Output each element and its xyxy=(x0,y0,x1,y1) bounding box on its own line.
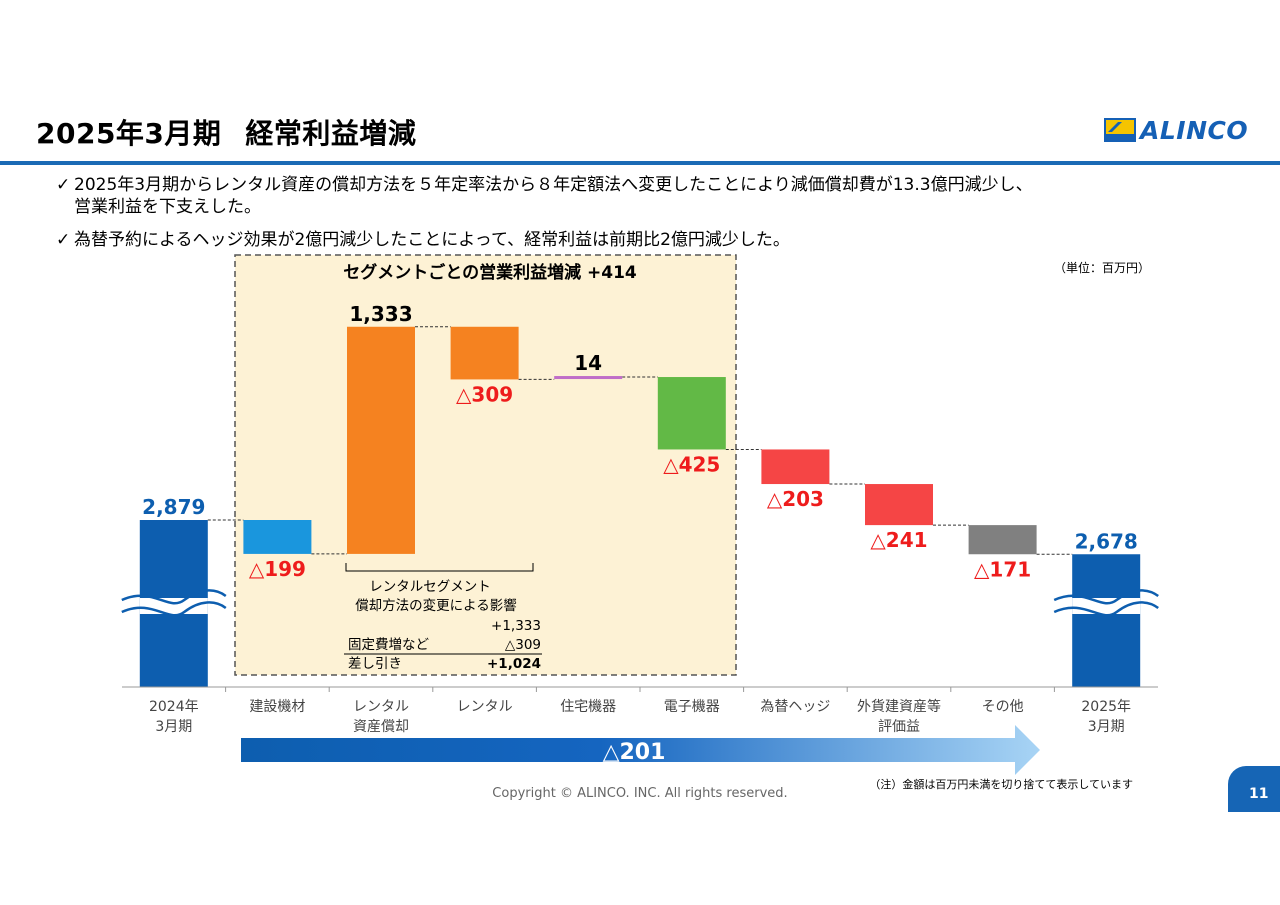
bar-9 xyxy=(1072,554,1141,687)
bar-6 xyxy=(761,449,830,485)
category-label-9: 3月期 xyxy=(1088,719,1125,735)
bar-2 xyxy=(347,326,415,554)
bar-8 xyxy=(968,525,1037,555)
connectors xyxy=(207,326,1073,555)
category-label-9: 2025年 xyxy=(1081,699,1131,715)
bar-4 xyxy=(554,376,623,380)
axis-breaks xyxy=(121,589,1159,617)
rental-note-row2-value: +1,024 xyxy=(487,656,541,672)
category-label-0: 3月期 xyxy=(155,719,192,735)
category-label-1: 建設機材 xyxy=(249,699,305,715)
unit-note: （単位：百万円） xyxy=(1054,260,1150,275)
rental-note-row1-value: △309 xyxy=(505,637,541,653)
category-label-3: レンタル xyxy=(457,699,513,715)
axis-break-gap-9 xyxy=(1072,598,1141,614)
axis-break-line-bottom-9 xyxy=(1053,601,1159,617)
page-number-badge: 11 xyxy=(1228,766,1280,812)
rental-note-row2-label: 差し引き xyxy=(348,656,402,672)
company-logo: ALINCO xyxy=(1104,115,1249,145)
bar-7 xyxy=(865,484,933,526)
title-subject: 経常利益増減 xyxy=(245,117,417,150)
value-label-4: 14 xyxy=(574,351,602,375)
bullet-1-text: 2025年3月期からレンタル資産の償却方法を５年定率法から８年定額法へ変更したこ… xyxy=(74,175,1033,195)
bullet-1: ✓ 2025年3月期からレンタル資産の償却方法を５年定率法から８年定額法へ変更した… xyxy=(56,175,1033,196)
header-rule xyxy=(0,161,1280,165)
x-axis-ticks xyxy=(225,687,1055,692)
bar-3 xyxy=(450,326,519,380)
axis-break-line-top-0 xyxy=(121,589,227,605)
value-label-0: 2,879 xyxy=(142,495,205,519)
rental-note-line2: 償却方法の変更による影響 xyxy=(355,597,517,614)
category-label-2: レンタル xyxy=(353,699,409,715)
bar-1 xyxy=(243,520,312,554)
value-label-2: 1,333 xyxy=(349,302,412,326)
axis-break-line-top-9 xyxy=(1053,589,1159,605)
rental-note-row1-label: 固定費増など xyxy=(348,637,429,653)
total-change-arrow: △201 xyxy=(241,725,1040,775)
value-label-1: △199 xyxy=(249,557,306,581)
total-change-label: △201 xyxy=(603,740,666,765)
page-title: 2025年3月期 経常利益増減 xyxy=(36,112,416,152)
axis-break-gap-0 xyxy=(139,598,208,614)
value-labels: 2,879 △199 1,333 △309 14 △425 △203 △241 △171 2,67… xyxy=(142,302,1138,581)
copyright: Copyright © ALINCO. INC. All rights rese… xyxy=(492,786,788,801)
alinco-logo-mark xyxy=(1104,118,1136,142)
rental-note-line3: +1,333 xyxy=(491,618,541,634)
category-label-6: 為替ヘッジ xyxy=(760,699,830,715)
bar-5 xyxy=(657,377,726,450)
category-label-0: 2024年 xyxy=(149,699,199,715)
value-label-9: 2,678 xyxy=(1075,529,1138,553)
value-label-8: △171 xyxy=(974,557,1031,581)
rental-note: レンタルセグメント 償却方法の変更による影響 +1,333 固定費増など △30… xyxy=(344,563,542,672)
check-icon: ✓ xyxy=(56,230,71,250)
category-label-4: 住宅機器 xyxy=(560,699,616,715)
segment-box-title: セグメントごとの営業利益増減 +414 xyxy=(343,262,637,283)
bullet-2: ✓ 為替予約によるヘッジ効果が2億円減少したことによって、経常利益は前期比2億円減… xyxy=(56,230,790,251)
footnote: （注）金額は百万円未満を切り捨てて表示しています xyxy=(869,777,1133,791)
logo-text: ALINCO xyxy=(1140,115,1249,145)
axis-break-line-bottom-0 xyxy=(121,601,227,617)
rental-note-brace xyxy=(345,563,534,572)
bullet-2-text: 為替予約によるヘッジ効果が2億円減少したことによって、経常利益は前期比2億円減少… xyxy=(74,230,790,250)
value-label-5: △425 xyxy=(663,452,720,476)
page-number: 11 xyxy=(1249,786,1269,802)
segment-box xyxy=(234,254,737,676)
category-label-7: 評価益 xyxy=(878,719,920,735)
value-label-6: △203 xyxy=(767,487,824,511)
check-icon: ✓ xyxy=(56,175,71,195)
category-label-7: 外貨建資産等 xyxy=(857,698,941,715)
category-label-5: 電子機器 xyxy=(664,699,720,715)
category-label-8: その他 xyxy=(982,699,1024,715)
category-label-2: 資産償却 xyxy=(353,719,409,735)
bullet-1-continuation: 営業利益を下支えした。 xyxy=(74,197,261,217)
value-label-7: △241 xyxy=(870,528,927,552)
title-period: 2025年3月期 xyxy=(36,117,222,150)
value-label-3: △309 xyxy=(456,382,513,406)
bars xyxy=(139,326,1141,687)
rental-note-line1: レンタルセグメント xyxy=(369,579,491,595)
